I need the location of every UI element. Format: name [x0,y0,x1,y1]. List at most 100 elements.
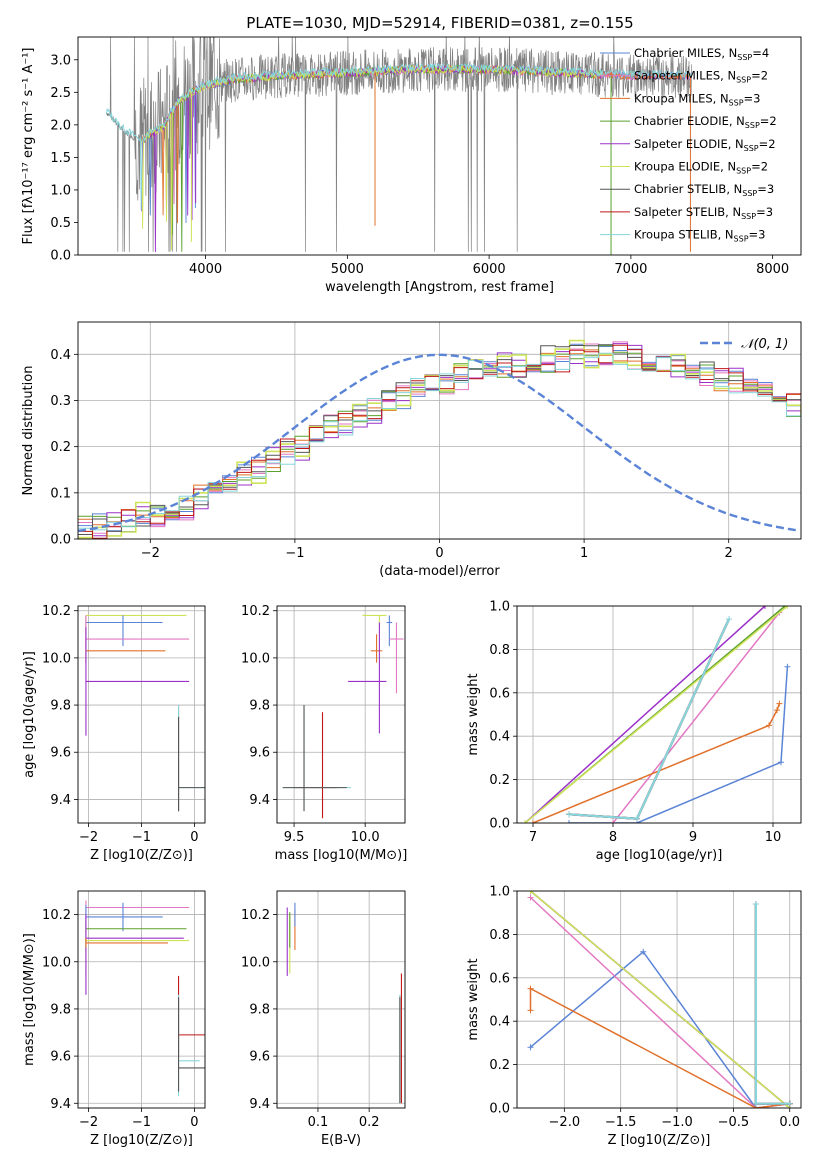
tick-label-y: 0.8 [489,928,510,943]
plot-area [527,891,793,1108]
tick-label-y: 10.0 [42,955,71,970]
axis-label-y: mass [log10(M/M⊙)] [22,933,37,1066]
tick-label-y: 0.4 [489,730,510,745]
tick-label-y: 10.2 [241,908,270,923]
tick-label-x: −2 [141,546,160,561]
legend-label-normal: 𝒩(0, 1) [741,337,788,352]
tick-label-x: 7000 [614,262,647,277]
weight-marker-kroupa_stelib [726,616,732,623]
plot-area [282,614,404,819]
weight-line-chabrier_stelib [754,904,790,1105]
tick-label-y: 0.4 [489,1015,510,1030]
legend-label-chabrier_miles: Chabrier MILES, NSSP=4 [634,46,769,62]
tick-label-y: 9.8 [249,1002,270,1017]
tick-label-y: 9.6 [249,746,270,761]
axis-label-x: (data-model)/error [379,564,500,579]
residual-histogram-chabrier_elodie [78,345,801,527]
panel-weight_vs_age: 7 8 9 10 0.0 0.2 0.4 0.6 0.8 1.0 age [log10(age/yr… [466,600,802,863]
tick-label-x: −0.5 [718,1115,750,1130]
legend: Chabrier MILES, NSSP=4 Salpeter MILES, NS… [600,46,777,244]
legend-label-kroupa_stelib: Kroupa STELIB, NSSP=3 [634,228,765,244]
tick-label-y: 0.3 [50,394,71,409]
tick-label-x: −2 [79,1115,98,1130]
weight-line-kroupa_miles [532,703,781,823]
tick-label-y: 2.0 [50,118,71,133]
weight-marker-kroupa_miles [766,722,772,729]
figure-title: PLATE=1030, MJD=52914, FIBERID=0381, z=0… [246,14,633,32]
tick-label-x: 0 [190,830,198,845]
weight-marker-chabrier_miles [778,759,784,766]
model-spectrum-kroupa_stelib [105,62,693,211]
tick-label-x: 4000 [189,262,222,277]
weight-line-chabrier_miles [569,666,789,823]
weight-marker-kroupa_elodie [522,820,528,823]
axis-label-x: E(B-V) [321,1133,361,1148]
tick-label-y: 0.1 [50,486,71,501]
tick-label-x: 8 [609,830,617,845]
panel-weight_vs_Z: −2.0 −1.5 −1.0 −0.5 0.0 0.0 0.2 0.4 0.6 0.8 1.0 Z [… [466,885,802,1148]
tick-label-x: 8000 [756,262,789,277]
tick-label-x: 5000 [331,262,364,277]
panel-age_vs_mass: 9.5 10.0 9.4 9.6 9.8 10.0 10.2 mass [log10(M/M⊙… [241,604,407,863]
tick-label-x: −1 [285,546,304,561]
normal-curve [78,353,799,533]
axes-frame [77,36,802,256]
tick-label-y: 0.2 [50,440,71,455]
weight-line-kroupa_elodie [524,606,788,823]
tick-label-y: 10.2 [241,604,270,619]
weight-line-salpeter_stelib [754,904,790,1105]
legend-label-kroupa_miles: Kroupa MILES, NSSP=3 [634,91,760,107]
axis-label-y: Flux [fλ10⁻¹⁷ erg cm⁻² s⁻¹ A⁻¹] [21,48,36,245]
weight-marker-kroupa_miles [527,985,534,992]
tick-label-x: 2 [725,546,733,561]
tick-label-y: 0.0 [50,249,71,264]
weight-marker-chabrier_miles [784,663,791,670]
legend-label-chabrier_elodie: Chabrier ELODIE, NSSP=2 [634,114,777,130]
tick-label-y: 0.4 [50,348,71,363]
tick-label-y: 9.8 [50,699,71,714]
tick-label-x: 7 [529,830,537,845]
weight-marker-salpeter_elodie [762,606,768,609]
tick-label-y: 9.6 [50,1050,71,1065]
plot-area [85,614,205,812]
weight-marker-kroupa_miles [774,707,780,714]
tick-label-y: 10.0 [241,955,270,970]
residual-histogram-salpeter_stelib [78,344,801,539]
weight-marker-chabrier_miles [640,948,647,955]
tick-label-y: 0.6 [489,686,510,701]
panel-mass_vs_Z: −2 −1 0 9.4 9.6 9.8 10.0 10.2 Z [log10(Z/Z⊙)] mas… [22,890,206,1148]
tick-label-y: 10.0 [42,651,71,666]
tick-label-x: 0.2 [359,1115,380,1130]
plot-area [85,900,205,1097]
weight-marker-salpeter_miles [527,894,534,901]
panel-age_vs_Z: −2 −1 0 9.4 9.6 9.8 10.0 10.2 Z [log10(Z/Z⊙)] age… [22,604,206,863]
axes-frame [516,890,802,1109]
weight-marker-salpeter_miles [610,820,616,823]
axis-label-x: wavelength [Angstrom, rest frame] [325,280,554,295]
axes-frame [77,321,802,540]
tick-label-y: 9.4 [249,1097,270,1112]
panel-spectrum: 4000 5000 6000 7000 8000 0.0 0.5 1.0 1.5 2.0 2.5 3.… [21,36,802,295]
plot-area [286,902,402,1104]
tick-label-y: 3.0 [50,53,71,68]
weight-marker-kroupa_stelib [752,1100,759,1107]
tick-label-x: −1.5 [605,1115,637,1130]
legend-label-salpeter_elodie: Salpeter ELODIE, NSSP=2 [634,137,776,153]
weight-marker-kroupa_miles [527,1007,534,1014]
legend-label-salpeter_miles: Salpeter MILES, NSSP=2 [634,69,768,85]
tick-label-y: 10.2 [42,908,71,923]
tick-label-y: 1.0 [50,183,71,198]
tick-label-x: −2.0 [549,1115,581,1130]
tick-label-y: 1.5 [50,151,71,166]
tick-label-y: 0.5 [50,216,71,231]
tick-label-x: 0.1 [308,1115,329,1130]
weight-line-kroupa_elodie [530,891,791,1108]
weight-marker-kroupa_miles [776,700,783,707]
axes-frame [77,605,206,824]
tick-label-y: 0.6 [489,971,510,986]
legend-label-salpeter_stelib: Salpeter STELIB, NSSP=3 [634,205,773,221]
axis-label-x: Z [log10(Z/Z⊙)] [608,1133,711,1148]
axes-frame [276,890,406,1109]
model-spectrum-chabrier_miles [141,64,692,224]
tick-label-x: 0 [190,1115,198,1130]
